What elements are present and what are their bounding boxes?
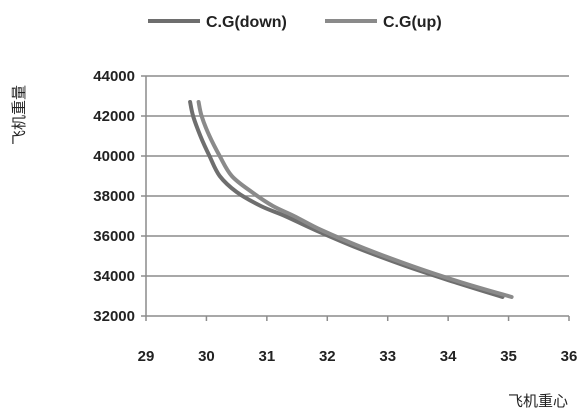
legend-label-cg-up: C.G(up) bbox=[383, 14, 442, 31]
series-line-c-g-up bbox=[196, 100, 514, 299]
y-tick-label-42000: 42000 bbox=[93, 108, 135, 125]
y-tick-label-32000: 32000 bbox=[93, 308, 135, 325]
axes bbox=[141, 75, 570, 321]
x-tick-label-30: 30 bbox=[198, 348, 215, 365]
x-tick-label-31: 31 bbox=[259, 348, 276, 365]
x-tick-label-34: 34 bbox=[440, 348, 457, 365]
y-tick-label-40000: 40000 bbox=[93, 148, 135, 165]
series-lines bbox=[188, 100, 514, 299]
x-tick-label-35: 35 bbox=[500, 348, 517, 365]
gridlines bbox=[146, 75, 569, 277]
x-axis-title: 飞机重心 bbox=[508, 392, 568, 410]
tick-labels: 32000 34000 36000 38000 40000 42000 44000 29 30 3… bbox=[93, 68, 577, 365]
x-tick-label-33: 33 bbox=[379, 348, 396, 365]
y-tick-label-36000: 36000 bbox=[93, 228, 135, 245]
y-tick-label-38000: 38000 bbox=[93, 188, 135, 205]
legend: C.G(down) C.G(up) bbox=[148, 14, 442, 31]
x-tick-label-32: 32 bbox=[319, 348, 336, 365]
y-axis-title: 飞机重量 bbox=[10, 85, 28, 145]
x-tick-label-29: 29 bbox=[138, 348, 155, 365]
legend-label-cg-down: C.G(down) bbox=[206, 14, 287, 31]
y-tick-label-44000: 44000 bbox=[93, 68, 135, 85]
x-tick-label-36: 36 bbox=[561, 348, 578, 365]
series-line-c-g-down bbox=[188, 100, 505, 299]
y-tick-label-34000: 34000 bbox=[93, 268, 135, 285]
